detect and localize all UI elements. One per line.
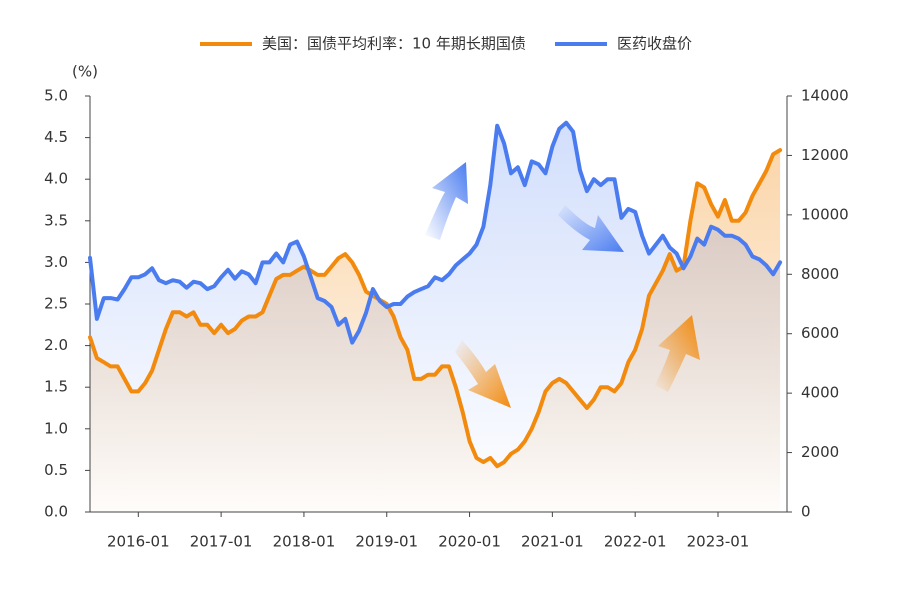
decor-arrows (425, 162, 700, 408)
series-line (88, 148, 783, 469)
x-tick-label: 2016-01 (107, 533, 170, 551)
y2-tick-label: 2000 (801, 443, 839, 461)
y-tick-label: 2.0 (44, 336, 68, 354)
y2-tick-label: 12000 (801, 146, 849, 164)
y-tick-label: 0.0 (44, 503, 68, 521)
y-tick-label: 1.5 (44, 378, 68, 396)
legend-label: 美国：国债平均利率：10 年期长期国债 (262, 35, 526, 53)
x-tick-label: 2020-01 (438, 533, 501, 551)
y-tick-label: 3.5 (44, 211, 68, 229)
arrow (425, 162, 468, 240)
x-tick-label: 2021-01 (521, 533, 584, 551)
x-tick-label: 2017-01 (190, 533, 253, 551)
y2-tick-label: 8000 (801, 265, 839, 283)
y2-tick-label: 4000 (801, 384, 839, 402)
legend-label: 医药收盘价 (617, 35, 692, 53)
y2-tick-label: 6000 (801, 324, 839, 342)
y-axis-label: (%) (72, 63, 98, 81)
y-tick-label: 5.0 (44, 87, 68, 105)
y-tick-label: 3.0 (44, 253, 68, 271)
series-area (90, 122, 781, 512)
arrow (558, 205, 624, 252)
y-tick-label: 4.5 (44, 128, 68, 146)
y2-tick-label: 0 (801, 503, 811, 521)
y-tick-label: 4.0 (44, 170, 68, 188)
x-tick-label: 2019-01 (355, 533, 418, 551)
y2-tick-label: 10000 (801, 205, 849, 223)
x-tick-label: 2018-01 (273, 533, 336, 551)
x-tick-label: 2023-01 (687, 533, 750, 551)
legend: 美国：国债平均利率：10 年期长期国债 医药收盘价 (200, 35, 692, 53)
x-tick-label: 2022-01 (604, 533, 667, 551)
arrow (655, 315, 700, 392)
y-tick-label: 2.5 (44, 295, 68, 313)
y-tick-label: 1.0 (44, 419, 68, 437)
y-tick-label: 0.5 (44, 461, 68, 479)
series-line (88, 120, 783, 345)
arrow (455, 340, 511, 408)
y2-tick-label: 14000 (801, 87, 849, 105)
